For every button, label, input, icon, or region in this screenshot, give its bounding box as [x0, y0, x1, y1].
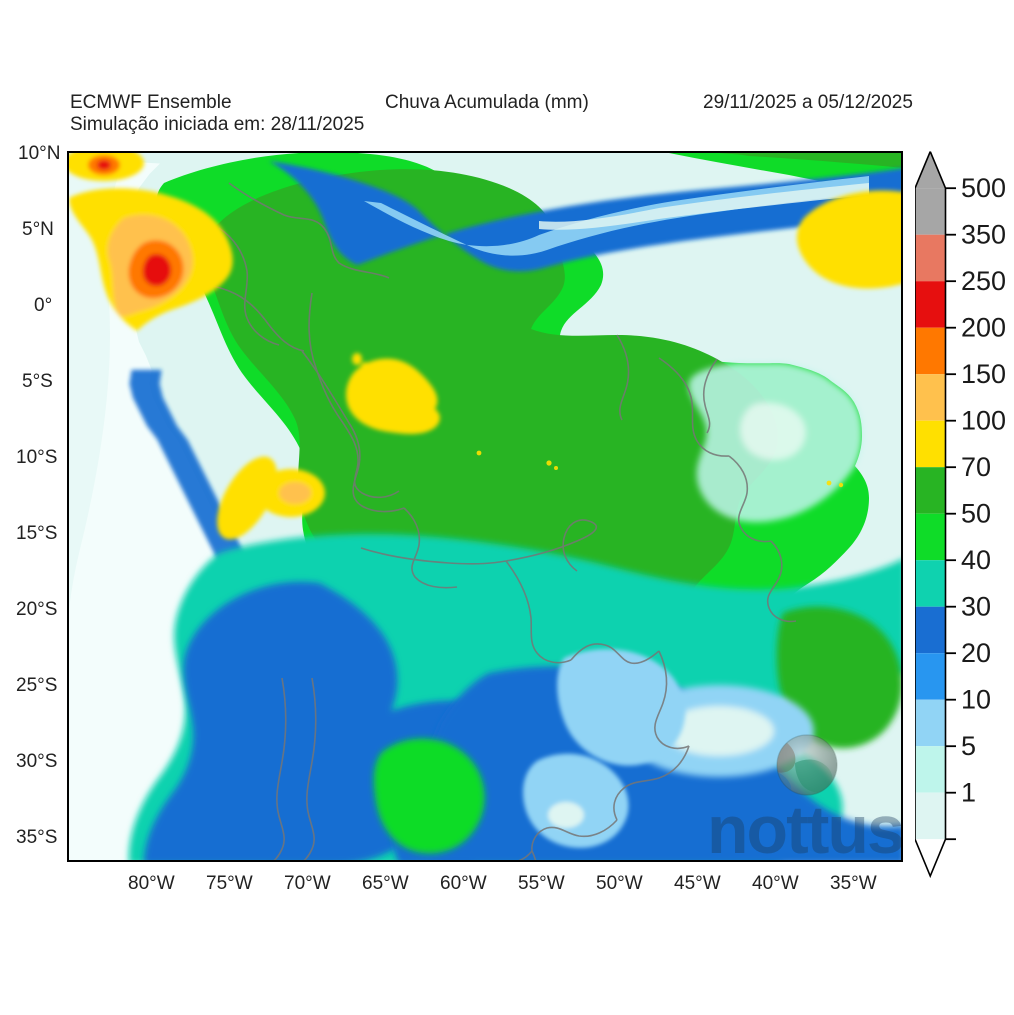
svg-text:100: 100 — [961, 406, 1006, 436]
svg-text:200: 200 — [961, 313, 1006, 343]
svg-text:30: 30 — [961, 592, 991, 622]
svg-text:150: 150 — [961, 359, 1006, 389]
svg-text:5: 5 — [961, 731, 976, 761]
svg-text:20: 20 — [961, 638, 991, 668]
svg-text:350: 350 — [961, 220, 1006, 250]
svg-text:50: 50 — [961, 499, 991, 529]
svg-text:10: 10 — [961, 685, 991, 715]
svg-text:nottus: nottus — [707, 792, 903, 862]
svg-text:500: 500 — [961, 173, 1006, 203]
svg-text:70: 70 — [961, 452, 991, 482]
svg-text:40: 40 — [961, 545, 991, 575]
svg-text:250: 250 — [961, 266, 1006, 296]
svg-text:1: 1 — [961, 778, 976, 808]
